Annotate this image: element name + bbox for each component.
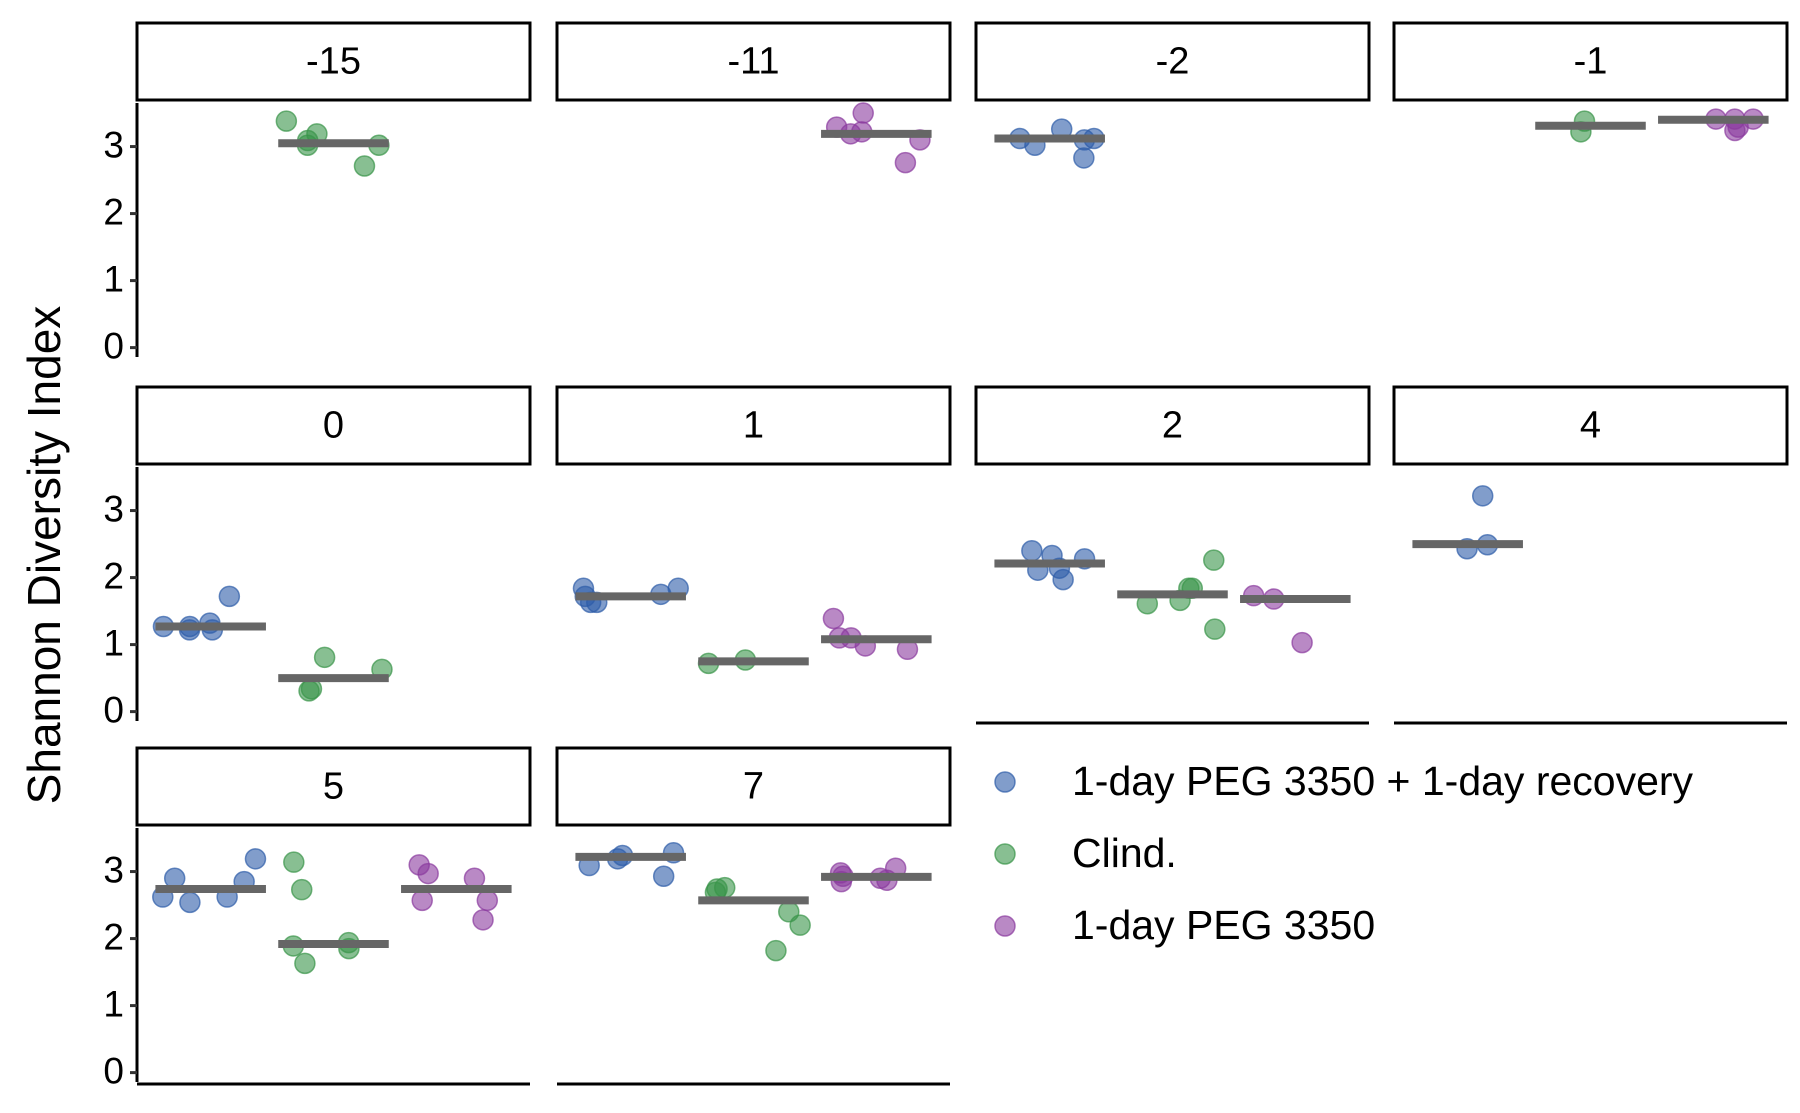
data-point — [1471, 485, 1494, 507]
y-tick-label: 2 — [103, 555, 124, 596]
facet-strip — [135, 21, 532, 102]
y-tick-label: 1 — [103, 258, 124, 299]
data-point — [1291, 631, 1313, 654]
data-point — [852, 102, 874, 124]
facet-title: 2 — [1162, 405, 1183, 447]
facet-title: -2 — [1156, 41, 1190, 83]
y-tick-label: 0 — [103, 689, 124, 730]
legend-marker — [994, 915, 1016, 937]
data-point — [275, 110, 298, 132]
facet-strip — [555, 385, 952, 466]
legend-label: 1-day PEG 3350 + 1-day recovery — [1072, 758, 1694, 804]
data-point — [313, 646, 336, 669]
data-point — [894, 151, 917, 174]
facet-title: -15 — [306, 41, 361, 83]
y-tick-label: 2 — [103, 191, 124, 232]
y-tick-label: 3 — [103, 124, 124, 165]
data-point — [290, 878, 313, 901]
legend-label: Clind. — [1072, 830, 1177, 876]
facet-title: 0 — [323, 405, 344, 447]
data-point — [652, 865, 675, 888]
y-tick-label: 0 — [103, 1050, 124, 1091]
data-point — [476, 889, 499, 912]
facet-strip — [555, 21, 952, 102]
legend-marker — [994, 843, 1016, 865]
facet-strip — [1392, 21, 1789, 102]
legend-label: 1-day PEG 3350 — [1072, 902, 1375, 948]
y-tick-label: 3 — [103, 488, 124, 529]
facet-title: -1 — [1574, 41, 1608, 83]
facet-title: 7 — [743, 766, 764, 808]
data-point — [417, 862, 439, 885]
data-point — [765, 939, 787, 962]
data-point — [1073, 147, 1095, 169]
y-axis-label: Shannon Diversity Index — [18, 306, 70, 805]
y-tick-label: 2 — [103, 916, 124, 957]
data-point — [218, 585, 241, 608]
data-point — [822, 607, 845, 630]
y-tick-label: 1 — [103, 622, 124, 663]
data-point — [411, 889, 433, 912]
data-point — [1203, 549, 1225, 571]
data-point — [353, 155, 376, 177]
y-tick-label: 0 — [103, 325, 124, 366]
facet-strip — [974, 385, 1371, 466]
legend-marker — [994, 771, 1016, 793]
data-point — [789, 914, 811, 936]
data-point — [283, 851, 305, 873]
facet-title: 1 — [743, 405, 764, 447]
y-tick-label: 3 — [103, 849, 124, 890]
data-point — [1204, 618, 1226, 640]
data-point — [294, 952, 316, 975]
facet-strip — [135, 385, 532, 466]
facet-strip — [555, 746, 952, 827]
data-point — [1021, 540, 1043, 562]
facet-title: -11 — [727, 41, 779, 83]
facet-strip — [135, 746, 532, 827]
facet-strip — [974, 21, 1371, 102]
data-point — [472, 909, 494, 931]
facet-title: 5 — [323, 766, 344, 808]
data-point — [298, 680, 320, 702]
data-point — [179, 891, 201, 914]
facet-strip — [1392, 385, 1789, 466]
data-point — [713, 876, 736, 899]
facet-title: 4 — [1580, 405, 1601, 447]
data-point — [244, 848, 267, 870]
y-tick-label: 1 — [103, 983, 124, 1024]
